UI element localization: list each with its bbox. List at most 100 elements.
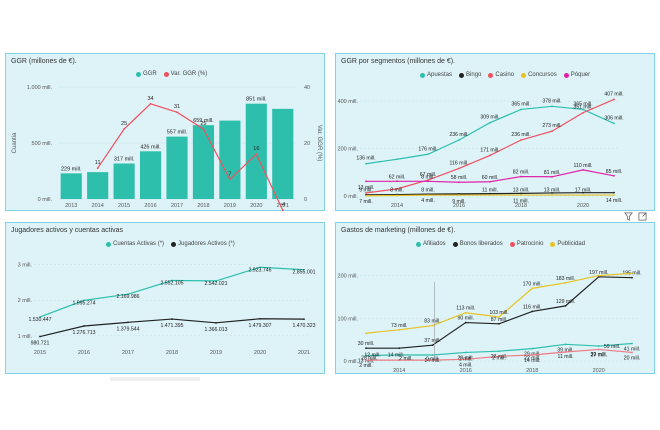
legend-label-jugadores: Jugadores Activos (*) xyxy=(178,241,235,247)
data-point xyxy=(582,194,584,196)
legend-item-afiliados[interactable]: Afiliados xyxy=(416,241,446,247)
marketing-chart: 0 mill. 100 mill. 200 mill. 2014 2016 2018 202… xyxy=(338,270,642,374)
data-point xyxy=(564,343,567,346)
data-point xyxy=(365,194,367,197)
legend-item-bonos[interactable]: Bonos liberados xyxy=(452,241,503,247)
x-tick-label: 2019 xyxy=(224,203,236,209)
extra-data-label: 11 mill. xyxy=(557,354,573,360)
x-tick-label: 2019 xyxy=(210,350,222,356)
y-axis-label: Cuantia xyxy=(12,132,18,153)
data-point xyxy=(365,332,367,335)
y-tick-label: 400 mill. xyxy=(338,99,359,105)
legend-swatch-var xyxy=(163,71,169,77)
extra-data-label: 8 mill. xyxy=(390,187,404,193)
y2-tick-label: 20 xyxy=(304,141,310,147)
data-point xyxy=(127,293,129,296)
var-ggr-data-label: 34 xyxy=(147,96,153,102)
data-label: 113 mill. xyxy=(456,306,475,312)
legend-item-cuentas[interactable]: Cuentas Activas (*) xyxy=(106,241,164,247)
data-point xyxy=(597,348,600,351)
data-point xyxy=(582,108,584,111)
legend-label-ggr: GGR xyxy=(143,71,157,77)
data-point xyxy=(631,351,633,354)
x-tick-label: 2018 xyxy=(166,350,178,356)
data-label: 1.995.274 xyxy=(72,300,95,306)
data-point xyxy=(489,192,491,195)
data-label: 103 mill. xyxy=(489,310,508,316)
ggr-chart: 0 mill. 500 mill. 1.000 mill. 0 20 40 Cuantia V… xyxy=(12,85,322,212)
data-point xyxy=(520,139,522,141)
data-label: 11 mill. xyxy=(513,198,529,204)
extra-data-label: 17 mill. xyxy=(575,187,591,193)
x-tick-label: 2018 xyxy=(197,203,209,209)
data-point xyxy=(551,194,553,196)
segments-legend: Apuestas Bingo Casino Concursos Póquer xyxy=(420,72,590,78)
data-label: 39 mill. xyxy=(557,347,573,353)
data-point xyxy=(83,299,85,302)
data-label: 85 mill. xyxy=(606,169,622,175)
x-tick-label: 2018 xyxy=(526,368,538,374)
data-label: 1.276.713 xyxy=(72,330,95,336)
y-tick-label: 2 mill. xyxy=(18,298,33,304)
data-point xyxy=(396,194,398,197)
data-label: 273 mill. xyxy=(542,123,561,129)
focus-mode-icon[interactable] xyxy=(638,212,647,221)
data-point xyxy=(489,154,491,157)
marketing-chart-panel: Gastos de marketing (millones de €). Afi… xyxy=(335,222,655,374)
data-label: 309 mill. xyxy=(480,115,499,121)
legend-item-var[interactable]: Var. GGR (%) xyxy=(163,71,207,77)
data-point xyxy=(398,354,401,356)
var-ggr-point xyxy=(96,167,99,170)
data-label: 9 mill. xyxy=(452,199,466,205)
legend-item-ggr[interactable]: GGR xyxy=(136,71,157,77)
ggr-bar xyxy=(113,163,135,199)
legend-item-patrocinio[interactable]: Patrocinio xyxy=(509,241,543,247)
data-point xyxy=(398,328,401,331)
data-point xyxy=(427,153,429,156)
legend-item-poquer[interactable]: Póquer xyxy=(563,72,591,78)
ggr-bar xyxy=(192,125,215,199)
extra-data-label: 13 mill. xyxy=(544,187,560,193)
data-label: 1.379.544 xyxy=(116,326,139,332)
data-label: 236 mill. xyxy=(511,132,530,138)
legend-item-apuestas[interactable]: Apuestas xyxy=(420,72,452,78)
data-point xyxy=(171,279,173,282)
legend-item-bingo[interactable]: Bingo xyxy=(459,72,481,78)
data-point xyxy=(489,194,491,196)
players-chart-title: Jugadores activos y cuentas activas xyxy=(11,227,124,234)
legend-item-jugadores[interactable]: Jugadores Activos (*) xyxy=(171,241,235,247)
data-point xyxy=(431,354,434,356)
extra-data-label: 2 mill. xyxy=(492,356,506,362)
data-label: 116 mill. xyxy=(523,304,542,310)
data-label: 90 mill. xyxy=(458,316,474,322)
data-point xyxy=(631,272,633,275)
legend-swatch-casino xyxy=(488,72,494,78)
legend-label-poquer: Póquer xyxy=(570,72,591,78)
data-point xyxy=(365,192,367,194)
legend-label-afiliados: Afiliados xyxy=(423,241,446,247)
x-tick-label: 2014 xyxy=(393,368,405,374)
var-ggr-data-label: 25 xyxy=(121,121,127,127)
data-label: 378 mill. xyxy=(542,98,561,104)
y-tick-label: 0 mill. xyxy=(344,359,359,365)
data-label: 1.530.447 xyxy=(28,317,51,323)
legend-item-concursos[interactable]: Concursos xyxy=(521,72,557,78)
data-point xyxy=(259,317,261,320)
x-tick-label: 2016 xyxy=(460,368,472,374)
legend-item-publicidad[interactable]: Publicidad xyxy=(550,241,585,247)
filter-icon[interactable] xyxy=(624,212,633,221)
extra-data-label: 0 mill. xyxy=(426,357,440,363)
x-tick-label: 2015 xyxy=(118,203,130,209)
data-point xyxy=(427,194,429,196)
data-point xyxy=(83,325,85,327)
data-point xyxy=(464,358,467,361)
data-label: 13 mill. xyxy=(358,185,374,191)
data-point xyxy=(531,310,534,313)
legend-item-casino[interactable]: Casino xyxy=(488,72,514,78)
data-point xyxy=(458,194,460,196)
legend-swatch-jugadores xyxy=(171,241,177,247)
data-label: 351 mill. xyxy=(573,105,592,111)
data-point xyxy=(582,191,584,194)
data-point xyxy=(564,351,567,353)
legend-swatch-bonos xyxy=(452,241,458,247)
